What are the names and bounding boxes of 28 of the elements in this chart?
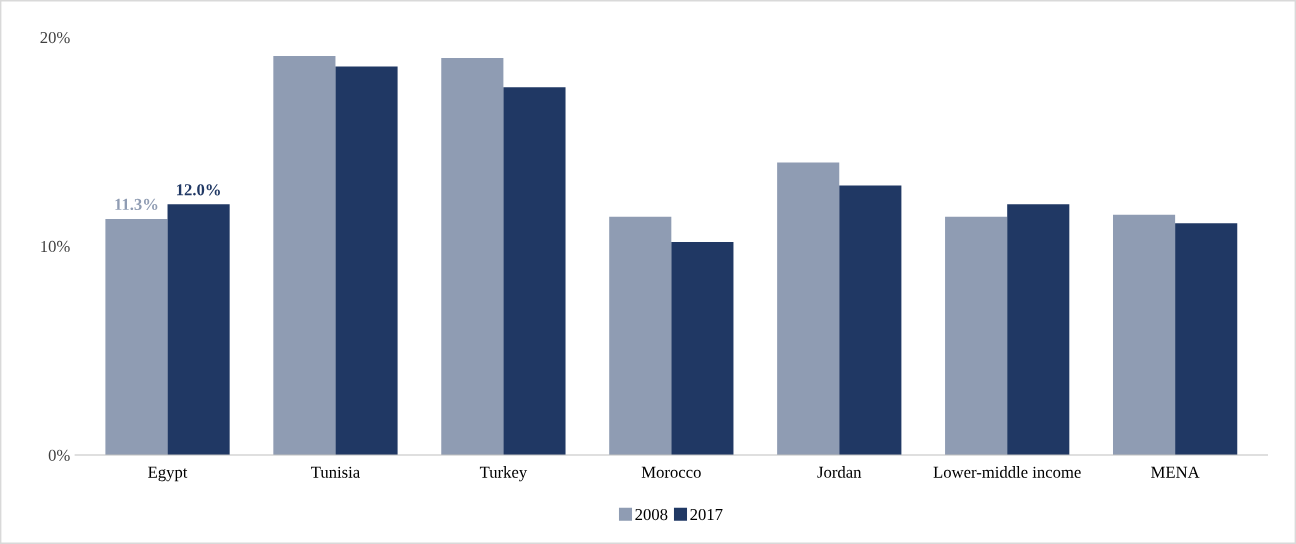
x-tick-label: Tunisia [311,466,360,478]
bar [1007,204,1070,455]
y-tick-label: 20% [40,31,70,44]
x-tick-label: Lower-middle income [933,466,1081,478]
bar [1112,214,1176,455]
bar [945,216,1008,455]
legend-label: 2008 [635,508,668,521]
bar [273,56,336,455]
bar [105,218,168,455]
data-label: 12.0% [177,184,220,196]
x-tick-label: MENA [1151,466,1200,478]
bar [609,216,672,455]
bar [441,58,504,455]
y-tick-label: 0% [48,449,70,461]
x-tick-label: Jordan [817,466,862,478]
data-label: 11.3% [115,198,158,211]
bar [335,66,398,455]
bar [1175,223,1238,455]
bar [839,185,902,455]
x-tick-label: Turkey [479,466,528,482]
y-tick-label: 10% [41,240,70,253]
x-tick-label: Morocco [641,466,701,478]
bar [503,87,566,455]
bar [671,241,734,455]
bar [777,162,840,455]
legend-label: 2017 [690,508,723,521]
bar [167,204,230,455]
x-tick-label: Egypt [148,466,188,482]
